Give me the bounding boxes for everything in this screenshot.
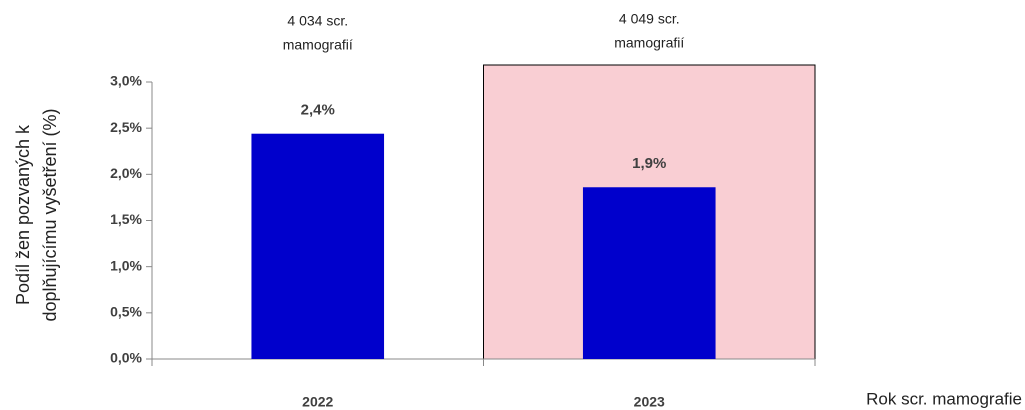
y-tick-label: 2,5% [110, 119, 142, 135]
x-tick-label: 2023 [634, 394, 665, 410]
y-axis-label: Podíl žen pozvaných k [13, 124, 33, 305]
data-label: 1,9% [632, 155, 666, 172]
annotation: 4 049 scr. [619, 11, 680, 27]
bar [251, 133, 385, 359]
y-tick-label: 0,0% [110, 350, 142, 366]
x-axis-label: Rok scr. mamografie [866, 389, 1022, 408]
y-tick-label: 1,0% [110, 257, 142, 273]
y-tick-label: 2,0% [110, 165, 142, 181]
y-tick-label: 3,0% [110, 73, 142, 89]
annotation: mamografií [614, 35, 684, 51]
y-tick-label: 0,5% [110, 304, 142, 320]
annotation: mamografií [283, 37, 353, 53]
data-label: 2,4% [301, 102, 335, 119]
y-axis-label: doplňujícímu vyšetření (%) [40, 108, 60, 321]
annotation: 4 034 scr. [287, 13, 348, 29]
x-tick-label: 2022 [302, 394, 333, 410]
y-tick-label: 1,5% [110, 211, 142, 227]
bar [582, 187, 716, 359]
